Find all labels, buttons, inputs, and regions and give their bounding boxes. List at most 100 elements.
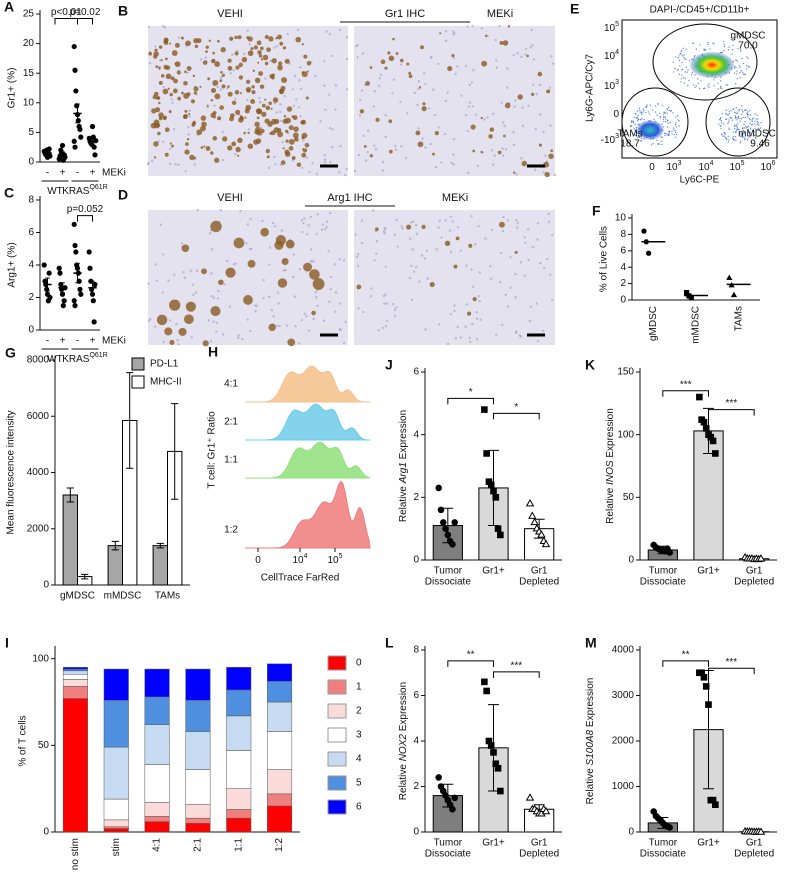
- event: [654, 111, 657, 113]
- data-point: [71, 138, 77, 144]
- nucleus: [491, 163, 495, 166]
- y-tick-label: 4: [413, 736, 419, 747]
- nucleus: [470, 215, 473, 218]
- significance-bracket: [77, 17, 93, 25]
- event: [674, 56, 677, 58]
- event: [713, 85, 715, 87]
- density: [690, 52, 734, 78]
- nucleus: [382, 230, 386, 233]
- flow-y-tick-label-exp: 5: [615, 21, 619, 28]
- stain: [185, 40, 191, 47]
- stain: [451, 54, 455, 58]
- data-point: [700, 418, 708, 426]
- bar-segment: [226, 667, 252, 691]
- nucleus: [325, 220, 329, 223]
- nucleus: [437, 226, 440, 229]
- data-point: [56, 265, 62, 271]
- stain: [200, 146, 204, 149]
- data-point: [492, 494, 500, 501]
- nucleus: [249, 217, 252, 221]
- event: [681, 74, 683, 76]
- legend-swatch: [327, 703, 347, 719]
- event: [745, 125, 747, 128]
- nucleus: [507, 305, 510, 308]
- group-sup: Q61R: [89, 352, 107, 359]
- stain: [502, 40, 509, 46]
- data-point: [41, 262, 47, 268]
- stain: [165, 73, 172, 80]
- h-y-label: T cell: Gr1⁺ Ratio: [207, 411, 218, 489]
- stain: [306, 70, 309, 73]
- panel-letter: F: [592, 203, 601, 219]
- image-label: VEHI: [217, 192, 243, 204]
- gate-value: 70.0: [738, 41, 758, 52]
- nucleus: [532, 83, 535, 86]
- legend-label: PD-L1: [150, 359, 179, 370]
- event: [727, 122, 729, 125]
- nucleus: [471, 322, 474, 326]
- nucleus: [371, 209, 375, 212]
- nucleus: [276, 291, 280, 294]
- event: [722, 135, 724, 137]
- event: [632, 133, 634, 135]
- histogram-ridge: [245, 403, 371, 441]
- nucleus: [219, 76, 223, 79]
- nucleus: [460, 94, 463, 97]
- data-point: [684, 290, 690, 296]
- h-x-tick-label: 0: [255, 555, 261, 566]
- event: [658, 112, 661, 115]
- flow-y-tick-label-exp: 3: [615, 133, 619, 140]
- data-point: [487, 742, 495, 749]
- nucleus: [355, 45, 358, 48]
- nucleus: [539, 113, 542, 116]
- stain: [292, 132, 299, 139]
- flow-y-tick-label-exp: 3: [615, 79, 619, 86]
- data-point: [541, 806, 551, 815]
- nucleus: [217, 289, 220, 293]
- nucleus: [489, 265, 492, 268]
- event: [695, 48, 698, 50]
- y-axis-label-part: Expression: [605, 408, 616, 460]
- data-point: [451, 519, 458, 526]
- stain: [169, 339, 175, 346]
- stain: [220, 47, 226, 53]
- stain: [472, 297, 477, 302]
- nucleus: [366, 150, 369, 154]
- stain: [205, 146, 211, 151]
- nucleus: [505, 86, 509, 89]
- stain: [392, 37, 395, 41]
- error-bar: [156, 542, 164, 549]
- stain: [210, 87, 217, 94]
- event: [691, 71, 694, 74]
- data-point: [73, 249, 79, 255]
- stain: [453, 264, 458, 269]
- nucleus: [466, 129, 469, 133]
- group-name: KRAS: [62, 354, 90, 365]
- panel-letter: D: [118, 187, 128, 203]
- stain: [192, 74, 196, 78]
- data-point: [59, 142, 66, 149]
- data-point: [47, 294, 53, 301]
- data-point: [666, 824, 673, 831]
- event: [649, 104, 652, 106]
- stain: [229, 116, 234, 122]
- stain: [269, 74, 274, 79]
- event: [680, 78, 683, 80]
- event: [733, 139, 735, 141]
- nucleus: [221, 130, 225, 134]
- nucleus: [353, 169, 357, 173]
- event: [657, 143, 659, 145]
- event: [749, 118, 751, 121]
- flow-y-tick-label-exp: 4: [615, 49, 619, 56]
- x-tick-label: Dissociate: [425, 849, 472, 860]
- panel-letter: I: [5, 635, 9, 651]
- stain: [163, 38, 169, 44]
- nucleus: [394, 148, 398, 151]
- x-tick-label: Depleted: [734, 577, 774, 588]
- stain: [301, 43, 304, 46]
- event: [708, 86, 710, 88]
- event: [741, 57, 743, 60]
- data-point: [641, 228, 647, 234]
- x-tick-label: 4:1: [152, 838, 163, 852]
- stain: [517, 94, 523, 100]
